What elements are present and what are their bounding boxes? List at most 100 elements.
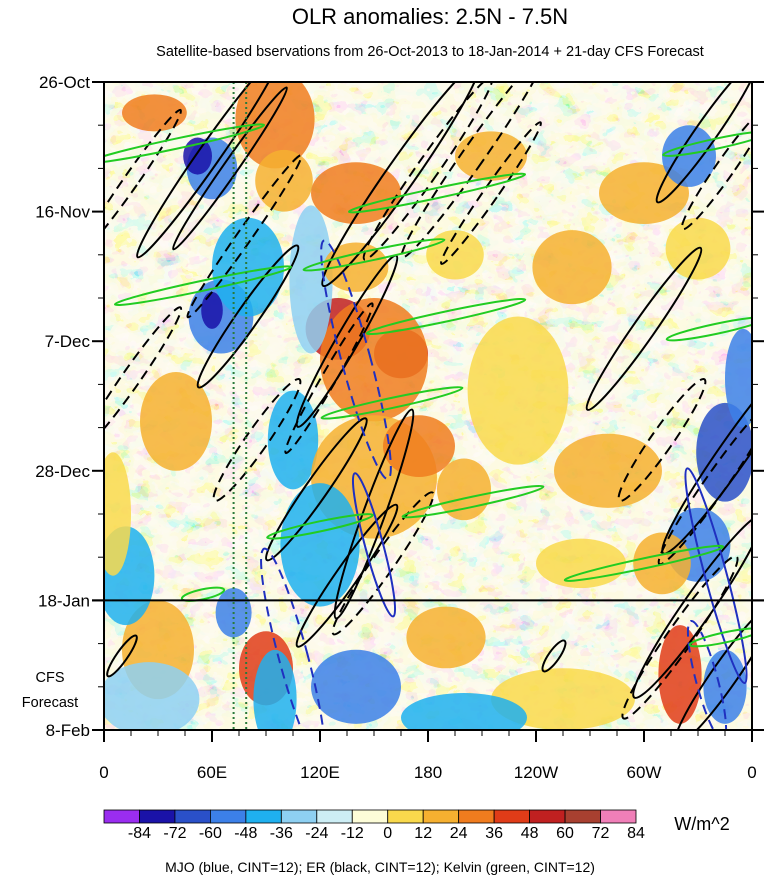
anomaly-patch [280, 483, 360, 607]
colorbar-swatch [139, 809, 176, 824]
plot-area [104, 82, 752, 730]
er-contour [212, 377, 302, 502]
colorbar-swatch [600, 809, 637, 824]
mjo-contour [351, 472, 397, 618]
er-contour [585, 246, 703, 411]
forecast-label-line1: CFS [36, 670, 65, 686]
colorbar-swatch [493, 809, 530, 824]
colorbar-swatch [245, 809, 282, 824]
wave-contours [104, 82, 752, 730]
anomaly-patch [289, 205, 333, 354]
anomaly-patches [104, 82, 752, 730]
er-contour [284, 302, 374, 455]
anomaly-patch [455, 131, 527, 181]
anomaly-patch [311, 649, 401, 724]
x-tick-label: 0 [99, 763, 108, 782]
anomaly-patch [554, 433, 662, 508]
x-tick-label: 60W [627, 763, 662, 782]
colorbar-label: -84 [128, 825, 151, 842]
anomaly-patch [121, 94, 187, 132]
y-tick-label: 16-Nov [35, 203, 90, 222]
kelvin-contour [180, 586, 226, 602]
kelvin-contour [563, 544, 725, 582]
anomaly-patch [201, 291, 223, 329]
colorbar-label: 48 [521, 825, 539, 842]
er-contour [106, 634, 138, 678]
er-contour [680, 106, 752, 231]
mjo-contour [686, 619, 728, 730]
er-contour [295, 503, 399, 648]
kelvin-contour [302, 238, 446, 272]
colorbar-label: 84 [627, 825, 645, 842]
er-contour [172, 86, 288, 251]
anomaly-patch [401, 692, 527, 730]
er-contour [104, 306, 183, 451]
colorbar-label: 60 [556, 825, 574, 842]
y-tick-label: 7-Dec [45, 332, 91, 351]
er-contour [136, 82, 281, 259]
anomaly-patch [426, 230, 484, 280]
colorbar: -84 -72 -60 -48 -36 -24 -12 0 12 24 36 48 60 72 84 [103, 809, 645, 842]
x-tick-label: 120W [514, 763, 558, 782]
reference-lines [232, 82, 248, 730]
colorbar-label: -48 [234, 825, 257, 842]
mjo-contour [320, 239, 392, 480]
colorbar-label: -12 [341, 825, 364, 842]
er-contour [617, 377, 707, 502]
er-contour [321, 82, 481, 288]
kelvin-contour [320, 386, 464, 420]
kelvin-contour [688, 627, 752, 648]
anomaly-patch [406, 606, 486, 669]
anomaly-patch [320, 298, 428, 422]
y-tick-label: 28-Dec [35, 462, 90, 481]
forecast-label-line2: Forecast [22, 695, 78, 711]
er-contour [657, 401, 752, 566]
kelvin-contour [665, 316, 752, 342]
chart-subtitle: Satellite-based bservations from 26-Oct-… [156, 44, 704, 60]
x-tick-label: 60E [197, 763, 227, 782]
anomaly-patch [255, 149, 313, 212]
anomaly-patch [725, 328, 752, 428]
anomaly-patch [183, 137, 213, 175]
colorbar-label: 72 [592, 825, 610, 842]
anomaly-patch [212, 217, 284, 317]
colorbar-swatch [387, 809, 424, 824]
footer-note: MJO (blue, CINT=12); ER (black, CINT=12)… [165, 859, 595, 875]
colorbar-label: -36 [270, 825, 293, 842]
anomaly-patch [467, 316, 569, 465]
anomaly-patch [437, 458, 491, 521]
anomaly-patch [267, 390, 319, 490]
kelvin-contour [365, 297, 527, 336]
y-axis: 26-Oct 16-Nov 7-Dec 28-Dec 18-Jan 8-Feb [35, 73, 764, 740]
x-tick-label: 120E [300, 763, 340, 782]
colorbar-label: -24 [305, 825, 328, 842]
anomaly-patch [104, 662, 200, 730]
kelvin-contour [347, 172, 527, 214]
x-axis: 0 60E 120E 180 120W 60W 0 [99, 730, 757, 782]
colorbar-swatch [422, 809, 460, 824]
er-contour [362, 82, 494, 261]
er-contour [541, 639, 567, 673]
colorbar-swatch [103, 809, 140, 824]
colorbar-swatch [316, 809, 353, 824]
anomaly-patch [104, 452, 131, 576]
anomaly-patch [383, 415, 455, 477]
kelvin-contour [266, 513, 374, 540]
anomaly-patch [532, 230, 612, 305]
colorbar-label: 36 [485, 825, 503, 842]
anomaly-patch [491, 668, 635, 730]
colorbar-label: -60 [199, 825, 222, 842]
kelvin-contour [104, 123, 266, 165]
mjo-contour [684, 467, 748, 685]
x-tick-label: 0 [747, 763, 756, 782]
er-contour [655, 82, 752, 204]
anomaly-patch [658, 625, 702, 724]
colorbar-swatch [529, 809, 566, 824]
x-tick-label: 180 [414, 763, 442, 782]
er-contour [440, 121, 542, 265]
er-contour [265, 417, 368, 562]
anomaly-patch [253, 649, 297, 730]
er-contour [186, 154, 303, 319]
colorbar-swatch [351, 809, 389, 824]
